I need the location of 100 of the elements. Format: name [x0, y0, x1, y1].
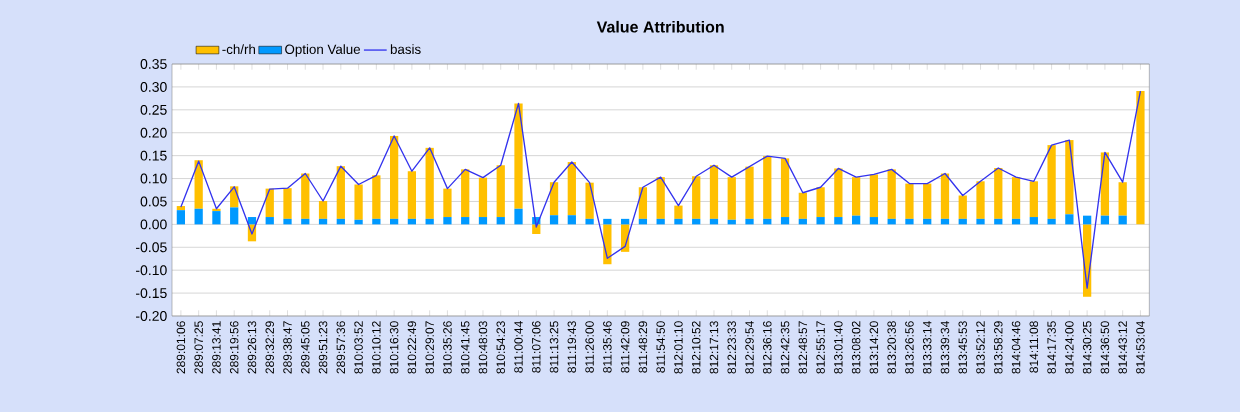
legend-label: -ch/rh: [222, 44, 255, 55]
bar: [1047, 145, 1056, 219]
bar: [301, 173, 310, 219]
x-tick-label: 811:26:00: [585, 321, 594, 373]
bar: [585, 218, 594, 225]
bar: [425, 147, 434, 219]
x-tick-label: 812:10:52: [691, 321, 701, 374]
bar: [692, 176, 701, 219]
bar: [478, 217, 488, 225]
bar: [852, 177, 861, 216]
x-tick-label: 814:36:50: [1100, 321, 1110, 374]
bar: [318, 201, 328, 219]
x-tick-label: 813:26:56: [905, 321, 914, 374]
x-tick-label: 814:53:04: [1136, 321, 1145, 374]
bar: [230, 207, 239, 225]
x-tick-label: 812:01:10: [674, 321, 683, 374]
y-tick-label: -0.05: [136, 242, 167, 253]
bar: [1029, 217, 1038, 225]
x-tick-label: 813:45:53: [958, 321, 968, 374]
bar: [461, 217, 470, 225]
y-tick-label: 0.15: [140, 150, 167, 161]
bar: [940, 173, 950, 219]
bar: [1065, 140, 1074, 215]
y-tick-label: 0.10: [140, 173, 167, 184]
x-tick-label: 811:07:06: [532, 321, 541, 373]
y-tick-label: 0.25: [140, 104, 167, 115]
x-tick-label: 289:07:25: [194, 321, 203, 374]
x-tick-label: 289:57:36: [336, 321, 346, 374]
legend-label: basis: [390, 44, 421, 55]
bar: [905, 218, 914, 225]
bar: [283, 218, 292, 225]
x-tick-label: 812:17:13: [709, 321, 719, 374]
bar: [638, 187, 648, 219]
bar: [549, 215, 559, 225]
bar: [656, 177, 665, 219]
x-tick-label: 289:01:06: [176, 321, 186, 374]
bar: [709, 165, 719, 219]
bar: [1047, 218, 1056, 225]
x-tick-label: 812:42:35: [780, 321, 790, 374]
bar: [176, 210, 186, 225]
bar: [816, 217, 825, 225]
bar: [923, 183, 932, 219]
x-tick-label: 813:08:02: [851, 321, 861, 374]
bar: [887, 169, 896, 219]
x-tick-label: 810:16:30: [389, 321, 399, 374]
x-tick-label: 814:24:00: [1065, 321, 1074, 374]
bar: [478, 177, 488, 218]
y-tick-label: 0.35: [140, 59, 167, 69]
x-tick-label: 810:54:23: [496, 321, 505, 374]
bar: [976, 181, 985, 219]
bar: [1136, 91, 1145, 225]
x-tick-label: 813:52:12: [976, 321, 985, 374]
y-tick-label: 0.30: [140, 81, 167, 92]
bar: [745, 218, 754, 225]
x-tick-label: 811:42:09: [620, 321, 630, 373]
bar: [869, 174, 879, 218]
bar: [532, 224, 541, 234]
y-tick-label: 0.00: [140, 219, 167, 230]
x-tick-label: 814:43:12: [1118, 321, 1127, 374]
bar: [567, 162, 576, 216]
x-tick-label: 813:20:38: [887, 321, 896, 374]
x-tick-label: 810:03:52: [354, 321, 363, 374]
bar: [461, 169, 470, 218]
x-tick-label: 814:04:46: [1011, 321, 1021, 374]
bar: [1118, 182, 1127, 216]
x-tick-label: 289:32:29: [265, 321, 274, 374]
x-tick-label: 812:55:17: [816, 321, 825, 374]
x-tick-label: 812:23:33: [727, 321, 736, 374]
bar: [674, 218, 683, 225]
x-tick-label: 811:54:50: [656, 321, 665, 373]
x-tick-label: 813:14:20: [869, 321, 879, 374]
bar: [567, 215, 576, 225]
x-tick-label: 810:48:03: [478, 321, 488, 374]
x-tick-label: 289:38:47: [283, 321, 292, 374]
bar: [763, 156, 772, 219]
bar: [834, 168, 843, 218]
x-tick-label: 810:29:07: [425, 321, 434, 374]
x-tick-label: 813:39:34: [940, 321, 950, 374]
bar: [283, 188, 292, 219]
x-tick-label: 289:45:05: [301, 321, 310, 374]
bar: [354, 219, 363, 225]
bar: [780, 158, 790, 218]
x-tick-label: 812:36:16: [763, 321, 772, 374]
x-tick-label: 289:26:13: [247, 321, 257, 374]
x-tick-label: 811:35:46: [603, 321, 612, 373]
legend-label: Option Value: [285, 44, 360, 57]
bar: [514, 208, 523, 225]
bar: [354, 184, 363, 220]
bar: [443, 188, 452, 218]
x-tick-label: 814:11:08: [1029, 321, 1039, 373]
bar: [372, 175, 381, 219]
bar: [212, 208, 221, 212]
bar: [958, 195, 967, 219]
x-tick-label: 811:48:29: [638, 321, 648, 373]
bar: [265, 217, 274, 225]
x-tick-label: 810:41:45: [460, 321, 470, 374]
bar: [389, 135, 399, 219]
x-tick-label: 813:33:14: [922, 321, 932, 374]
x-tick-label: 813:58:29: [994, 321, 1003, 374]
y-tick-label: 0.05: [140, 196, 167, 207]
